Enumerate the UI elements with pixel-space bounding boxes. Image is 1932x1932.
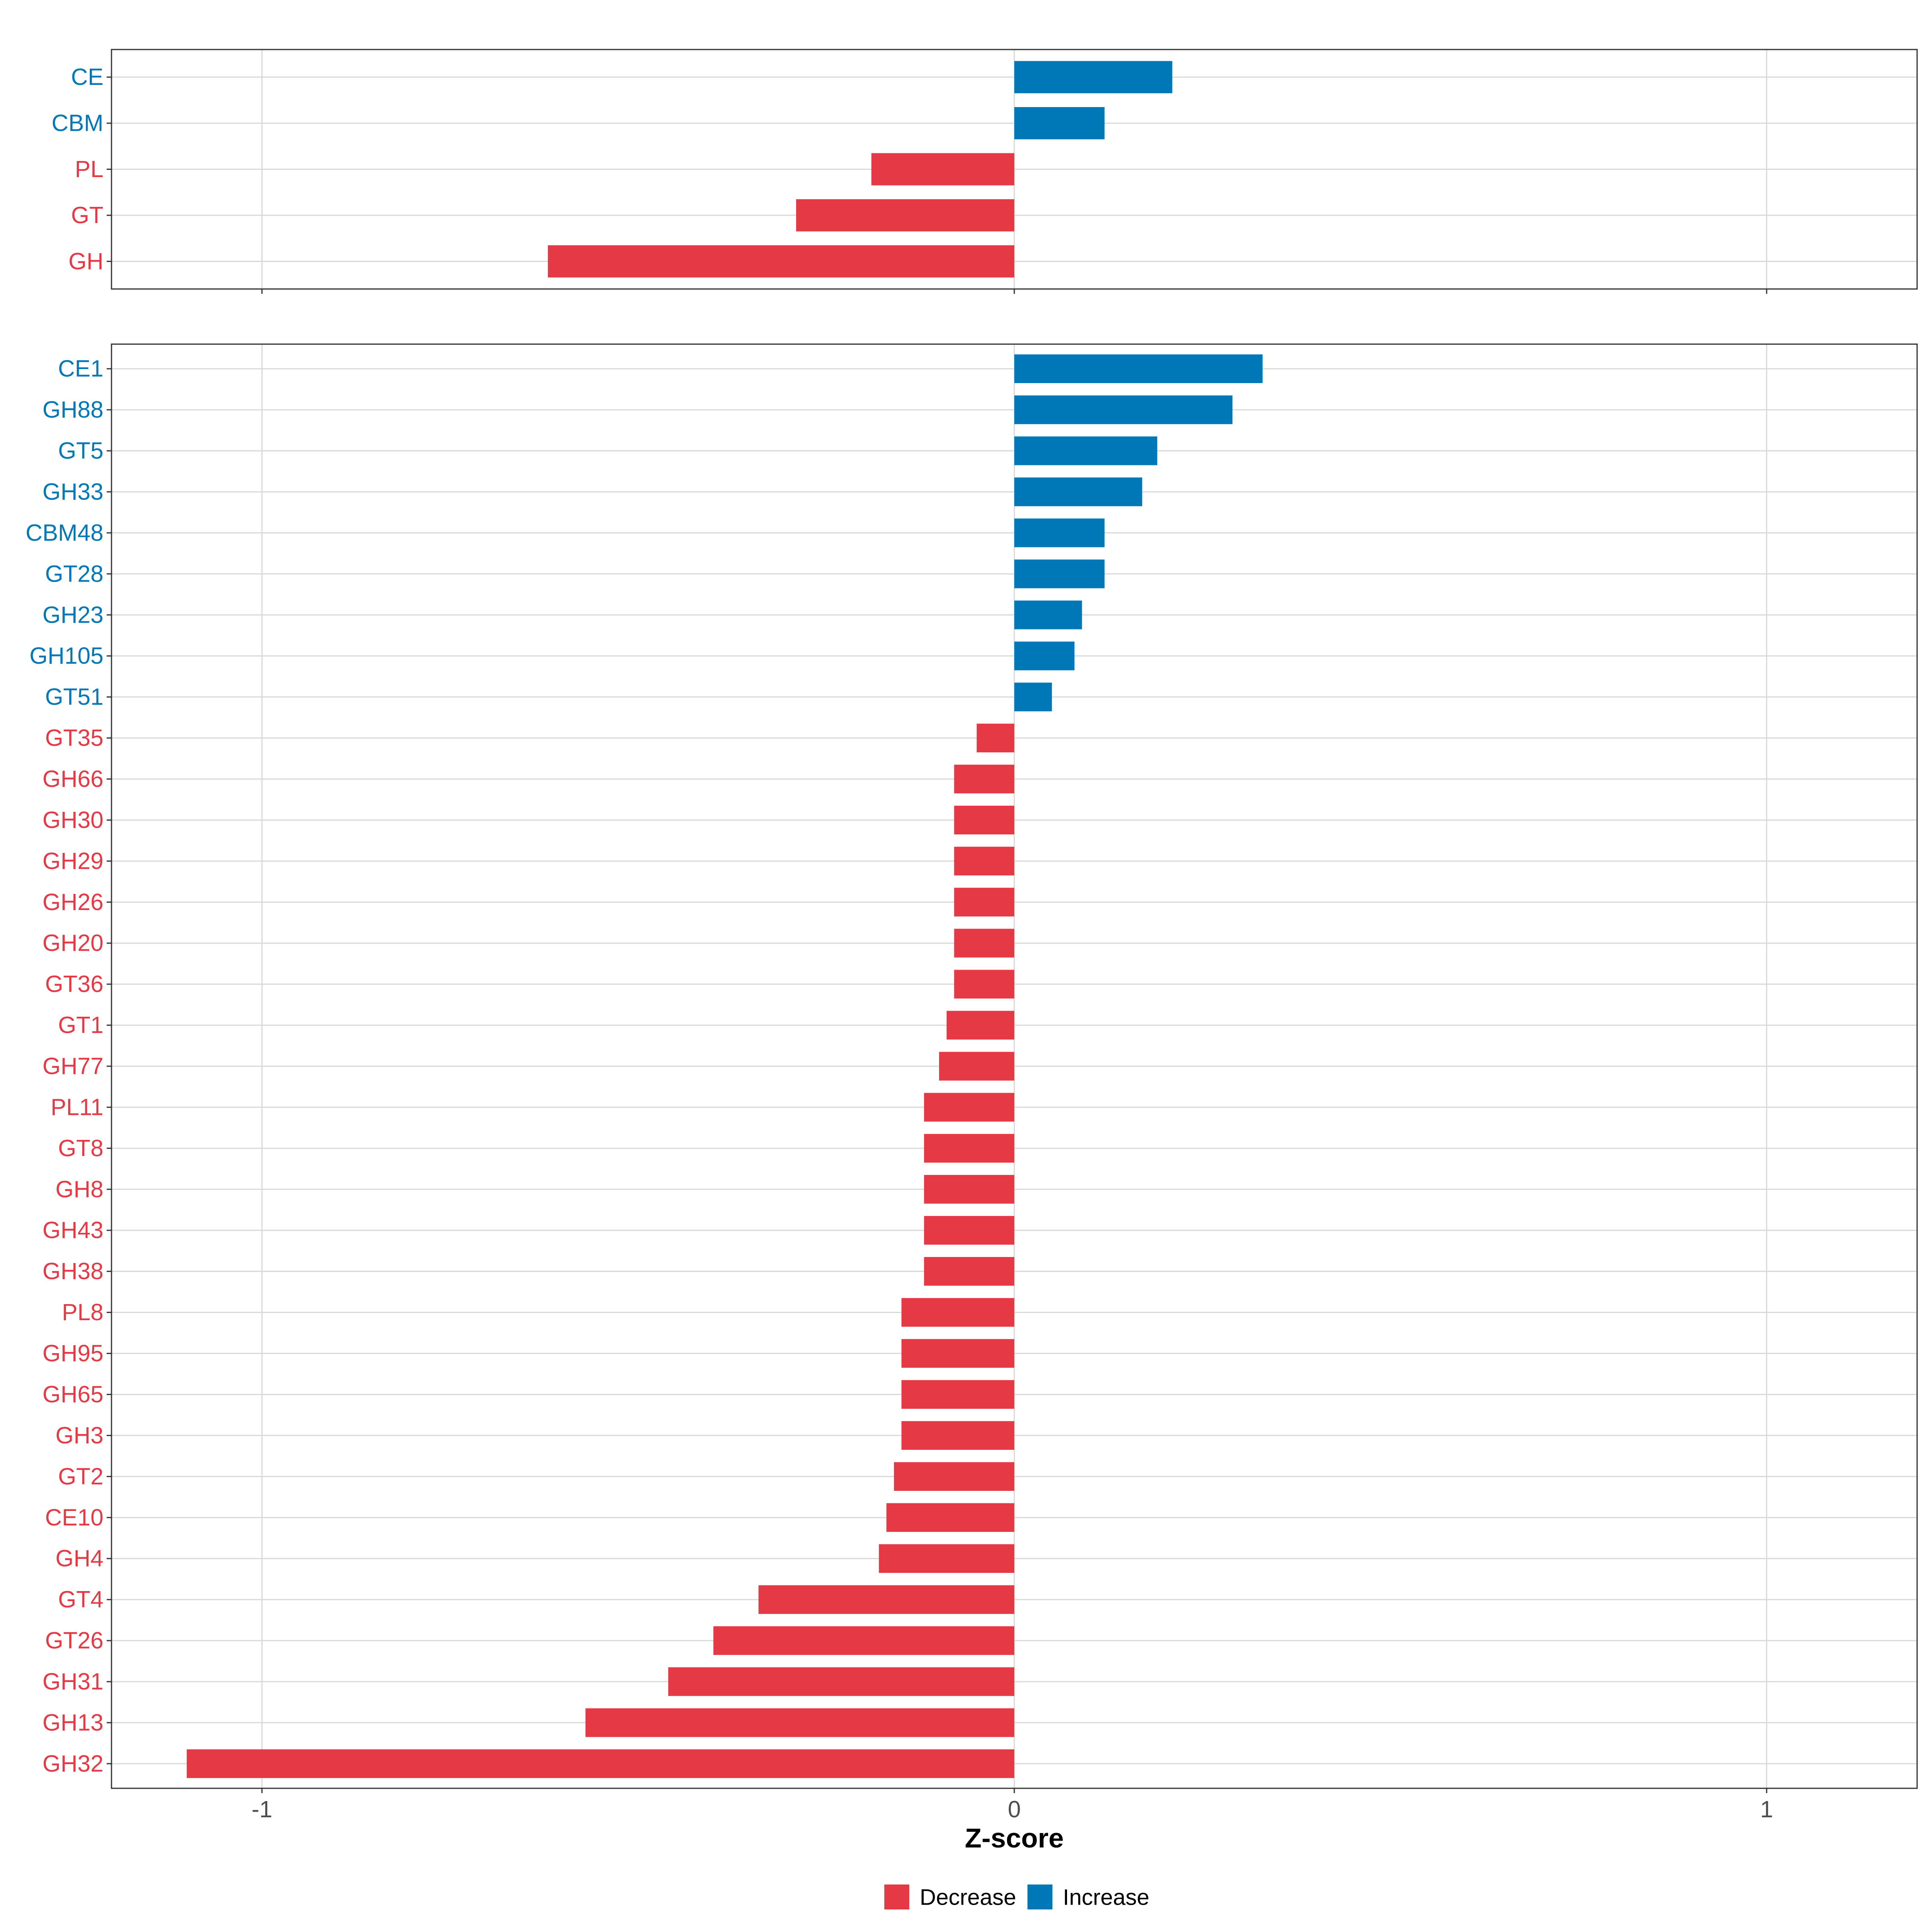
bar-GH43 bbox=[924, 1216, 1014, 1245]
ytick-label-GH23: GH23 bbox=[42, 602, 103, 628]
ytick-label-GH31: GH31 bbox=[42, 1668, 103, 1695]
legend-key-decrease bbox=[884, 1885, 909, 1909]
xtick-label-1: 1 bbox=[1760, 1796, 1773, 1823]
bar-GH31 bbox=[668, 1667, 1014, 1696]
ytick-label-GT4: GT4 bbox=[58, 1587, 103, 1613]
bar-GT28 bbox=[1014, 559, 1105, 588]
bar-GT4 bbox=[758, 1585, 1014, 1614]
ytick-label-GH20: GH20 bbox=[42, 930, 103, 956]
ytick-label-GT1: GT1 bbox=[58, 1012, 103, 1038]
legend-key-increase bbox=[1027, 1885, 1053, 1909]
bar-GT5 bbox=[1014, 436, 1158, 465]
ytick-label-GH26: GH26 bbox=[42, 889, 103, 915]
bar-GT35 bbox=[976, 723, 1014, 753]
bar-GT26 bbox=[713, 1626, 1014, 1655]
bar-GT51 bbox=[1014, 682, 1052, 712]
bar-GH88 bbox=[1014, 395, 1233, 424]
ytick-label-GH4: GH4 bbox=[56, 1546, 103, 1572]
ytick-label-GH95: GH95 bbox=[42, 1340, 103, 1366]
ytick-label-CBM48: CBM48 bbox=[26, 520, 103, 546]
ytick-label-GH32: GH32 bbox=[42, 1750, 103, 1777]
ytick-label-GH30: GH30 bbox=[42, 807, 103, 833]
ytick-label-CE10: CE10 bbox=[45, 1505, 103, 1531]
ytick-label-GH66: GH66 bbox=[42, 766, 103, 792]
legend-label-increase: Increase bbox=[1063, 1885, 1150, 1910]
bar-GH38 bbox=[924, 1257, 1014, 1286]
bar-GT2 bbox=[894, 1462, 1014, 1491]
bar-GH3 bbox=[901, 1421, 1014, 1450]
bar-PL8 bbox=[901, 1298, 1014, 1327]
ytick-label-GT: GT bbox=[71, 202, 103, 228]
bar-CE1 bbox=[1014, 354, 1263, 383]
ytick-label-GT8: GT8 bbox=[58, 1135, 103, 1161]
ytick-label-CE: CE bbox=[71, 64, 103, 90]
bar-GH32 bbox=[186, 1749, 1014, 1778]
panel-family-level: CE1 GH88 GT5 GH33 CBM48 GT28 GH23 GH105 GT51 GT35… bbox=[26, 343, 1918, 1793]
bar-CBM48 bbox=[1014, 518, 1105, 547]
ytick-label-GT51: GT51 bbox=[45, 684, 103, 710]
bar-GH77 bbox=[939, 1052, 1014, 1081]
x-axis: -1 0 1 bbox=[252, 1796, 1773, 1823]
bar-GH66 bbox=[954, 764, 1014, 794]
bar-GH29 bbox=[954, 846, 1014, 876]
bar-GH8 bbox=[924, 1175, 1014, 1204]
ytick-label-GH8: GH8 bbox=[56, 1176, 103, 1202]
ytick-label-PL: PL bbox=[75, 156, 103, 182]
ytick-label-GH29: GH29 bbox=[42, 848, 103, 874]
ytick-label-GT2: GT2 bbox=[58, 1463, 103, 1490]
bar-GT1 bbox=[946, 1011, 1014, 1040]
bar-PL11 bbox=[924, 1093, 1014, 1122]
panel-class-level: CE CBM PL GT GH bbox=[52, 49, 1918, 294]
ytick-label-PL8: PL8 bbox=[62, 1299, 103, 1325]
bar-GH13 bbox=[585, 1708, 1014, 1737]
ytick-label-GH105: GH105 bbox=[29, 643, 103, 669]
bar-GH65 bbox=[901, 1380, 1014, 1409]
bar-CBM bbox=[1014, 107, 1105, 140]
xtick-label--1: -1 bbox=[252, 1796, 272, 1823]
legend-label-decrease: Decrease bbox=[920, 1885, 1016, 1910]
ytick-label-GT26: GT26 bbox=[45, 1628, 103, 1654]
bar-CE10 bbox=[886, 1503, 1014, 1532]
ytick-label-GT35: GT35 bbox=[45, 725, 103, 751]
ytick-label-CE1: CE1 bbox=[58, 356, 103, 382]
ytick-label-GT36: GT36 bbox=[45, 971, 103, 997]
ytick-label-GH13: GH13 bbox=[42, 1709, 103, 1736]
bar-PL bbox=[871, 153, 1014, 186]
bar-GH33 bbox=[1014, 477, 1142, 506]
ytick-label-CBM: CBM bbox=[52, 110, 103, 136]
bar-GT8 bbox=[924, 1134, 1014, 1163]
ytick-label-GH38: GH38 bbox=[42, 1258, 103, 1284]
bar-GH23 bbox=[1014, 601, 1082, 630]
bar-GT bbox=[796, 199, 1014, 231]
ytick-label-GH3: GH3 bbox=[56, 1422, 103, 1449]
legend: Decrease Increase bbox=[884, 1885, 1149, 1910]
bar-GH20 bbox=[954, 929, 1014, 958]
ytick-label-GH88: GH88 bbox=[42, 397, 103, 423]
ytick-label-GT5: GT5 bbox=[58, 438, 103, 464]
bar-CE bbox=[1014, 61, 1172, 93]
bar-GH4 bbox=[879, 1544, 1014, 1573]
xtick-label-0: 0 bbox=[1008, 1796, 1021, 1823]
bar-GH26 bbox=[954, 888, 1014, 916]
bar-GH bbox=[548, 245, 1014, 278]
ytick-label-GH65: GH65 bbox=[42, 1381, 103, 1408]
bar-GH105 bbox=[1014, 642, 1075, 671]
ytick-label-GH77: GH77 bbox=[42, 1053, 103, 1080]
panels: CE CBM PL GT GH CE1 GH88 GT5 GH33 CBM48 GT28 GH23 GH… bbox=[26, 49, 1918, 1793]
ytick-label-GH: GH bbox=[68, 248, 103, 275]
ytick-label-GH43: GH43 bbox=[42, 1217, 103, 1243]
bar-GT36 bbox=[954, 970, 1014, 999]
ytick-label-GH33: GH33 bbox=[42, 479, 103, 505]
ytick-label-GT28: GT28 bbox=[45, 561, 103, 587]
ytick-label-PL11: PL11 bbox=[51, 1094, 103, 1120]
bar-GH30 bbox=[954, 805, 1014, 835]
x-axis-title: Z-score bbox=[965, 1823, 1064, 1854]
bar-GH95 bbox=[901, 1339, 1014, 1368]
